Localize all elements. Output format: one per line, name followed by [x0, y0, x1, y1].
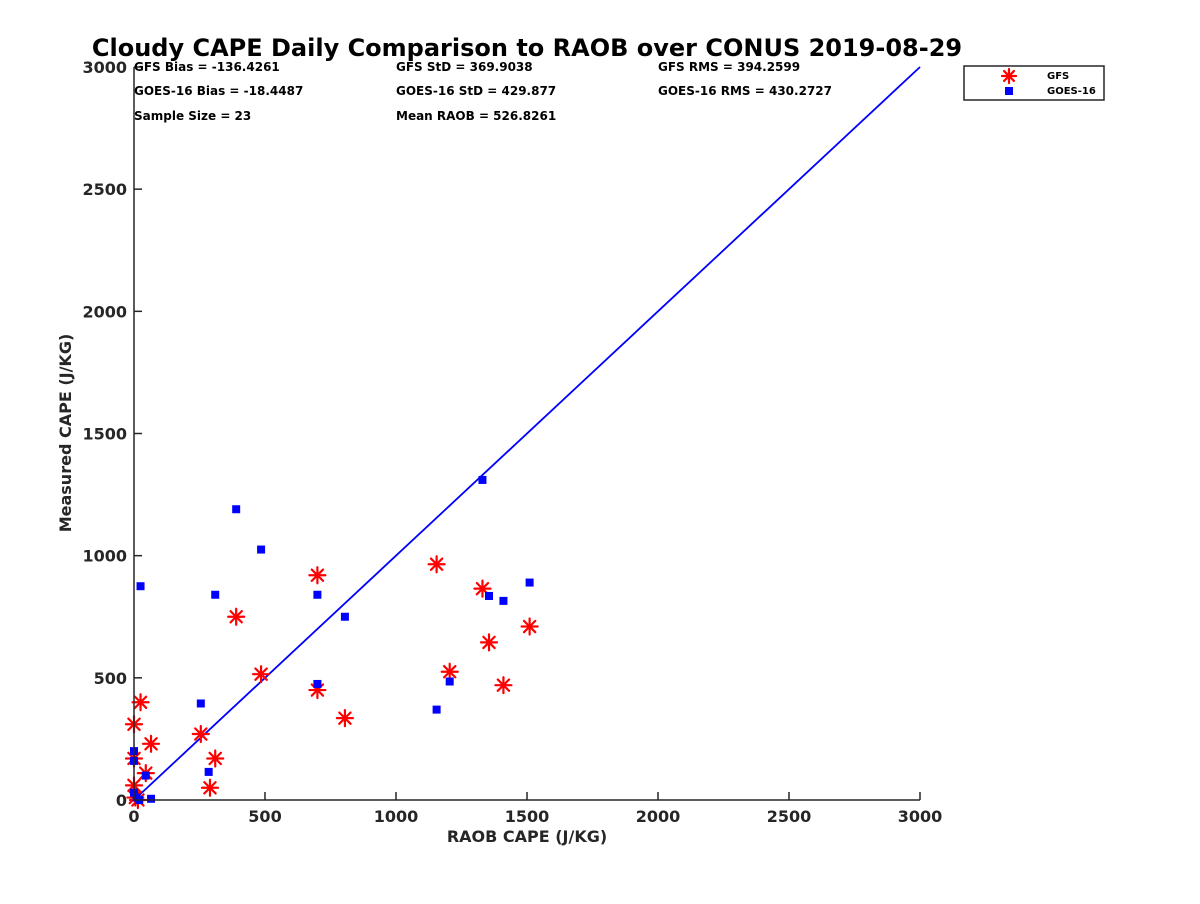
x-tick-label: 2500 — [767, 807, 812, 826]
point-gfs — [308, 566, 327, 585]
x-tick-label: 0 — [128, 807, 139, 826]
y-tick-label: 2500 — [82, 180, 127, 199]
point-gfs — [427, 555, 446, 574]
point-goes-16 — [232, 505, 241, 514]
point-goes-16 — [136, 582, 145, 591]
data-points — [124, 475, 539, 810]
stat-annotation: GFS Bias = -136.4261 — [134, 60, 280, 74]
stat-annotation: Mean RAOB = 526.8261 — [396, 109, 556, 123]
axis-ticks: 0 500 1000 1500 2000 2500 3000 0 500 1000 1500 2000… — [82, 58, 942, 826]
x-tick-label: 1500 — [505, 807, 550, 826]
legend-label-goes-16: GOES-16 — [1047, 86, 1096, 97]
point-goes-16 — [196, 699, 205, 708]
y-tick-label: 3000 — [82, 58, 127, 77]
point-goes-16 — [204, 767, 213, 776]
point-goes-16 — [499, 596, 508, 605]
legend-label-gfs: GFS — [1047, 71, 1069, 82]
legend-square-goes-16 — [1005, 87, 1013, 95]
point-gfs — [141, 734, 161, 753]
stat-annotation: GOES-16 Bias = -18.4487 — [134, 84, 303, 98]
point-goes-16 — [478, 475, 487, 484]
point-gfs — [520, 617, 539, 636]
one-to-one-line — [133, 66, 921, 801]
statistics-annotations: GFS Bias = -136.4261 GFS StD = 369.9038 GF… — [134, 60, 832, 123]
point-goes-16 — [211, 590, 220, 599]
stat-annotation: GFS StD = 369.9038 — [396, 60, 533, 74]
point-gfs — [479, 633, 499, 652]
legend-box — [963, 65, 1105, 101]
y-axis-label: Measured CAPE (J/KG) — [56, 334, 75, 533]
legend-marker-goes-16 — [1005, 87, 1013, 95]
point-goes-16 — [525, 578, 534, 587]
point-gfs — [191, 724, 210, 744]
y-tick-label: 0 — [116, 791, 127, 810]
x-tick-label: 1000 — [374, 807, 419, 826]
point-gfs — [206, 749, 225, 768]
chart-title: Cloudy CAPE Daily Comparison to RAOB ove… — [92, 34, 962, 62]
legend-asterisk-gfs — [1000, 67, 1018, 85]
x-tick-label: 2000 — [636, 807, 681, 826]
point-gfs — [494, 676, 513, 695]
x-tick-label: 3000 — [898, 807, 943, 826]
legend-marker-gfs — [1000, 67, 1018, 85]
y-tick-label: 1000 — [82, 547, 127, 566]
point-goes-16 — [313, 590, 322, 599]
x-axis-label: RAOB CAPE (J/KG) — [447, 827, 607, 846]
point-goes-16 — [141, 771, 150, 780]
axes — [133, 67, 920, 801]
point-goes-16 — [340, 612, 349, 621]
stat-annotation: Sample Size = 23 — [134, 109, 251, 123]
point-gfs — [251, 665, 271, 684]
y-tick-label: 1500 — [82, 425, 127, 444]
point-goes-16 — [432, 705, 441, 714]
stat-annotation: GOES-16 RMS = 430.2727 — [658, 84, 832, 98]
point-gfs — [227, 607, 246, 626]
point-gfs — [200, 778, 220, 797]
stat-annotation: GOES-16 StD = 429.877 — [396, 84, 556, 98]
point-gfs — [131, 693, 150, 712]
point-goes-16 — [147, 794, 156, 803]
point-gfs — [440, 662, 459, 681]
y-tick-label: 500 — [94, 669, 127, 688]
x-tick-label: 500 — [248, 807, 281, 826]
legend: GFS GOES-16 — [963, 65, 1105, 101]
stat-annotation: GFS RMS = 394.2599 — [658, 60, 800, 74]
point-goes-16 — [445, 677, 454, 686]
y-tick-label: 2000 — [82, 302, 127, 321]
point-gfs — [335, 709, 355, 728]
point-goes-16 — [485, 591, 494, 600]
reference-line-layer — [133, 66, 921, 801]
point-goes-16 — [257, 545, 266, 554]
point-goes-16 — [313, 679, 322, 688]
